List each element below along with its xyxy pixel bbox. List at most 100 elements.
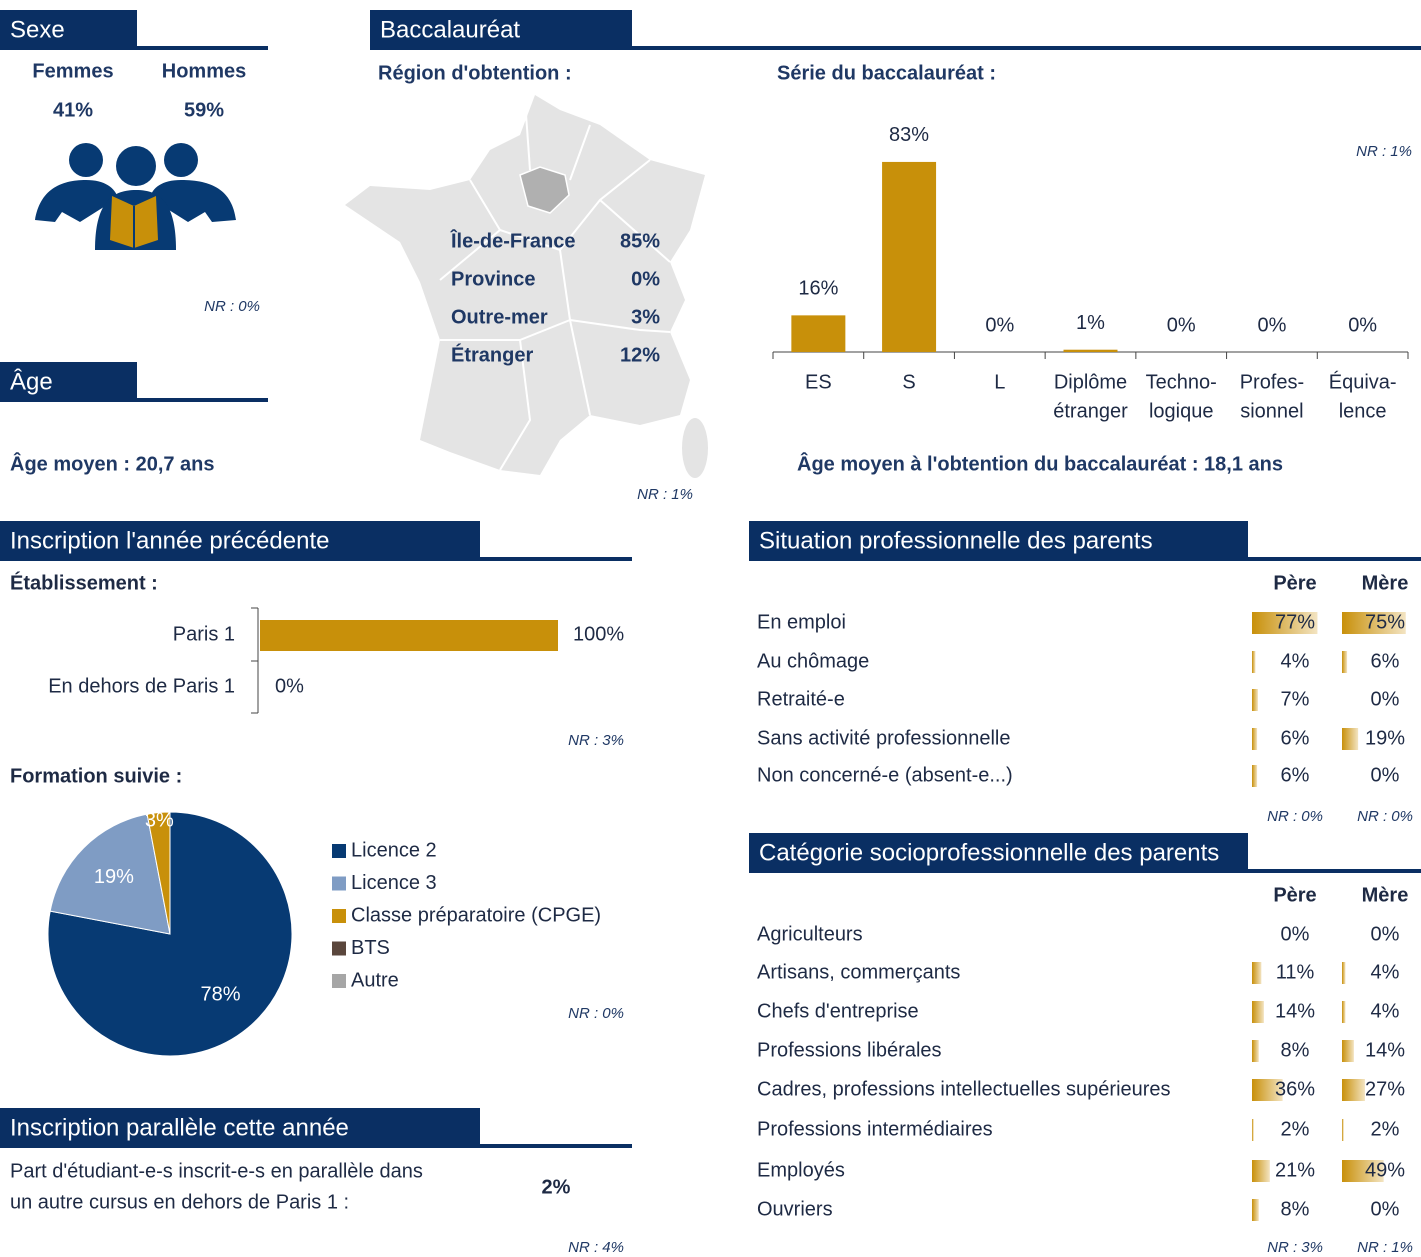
map-region-borders <box>439 99 671 471</box>
sexe-label: Femmes <box>32 60 113 82</box>
column-header: Mère <box>1362 884 1409 906</box>
row-label: Ouvriers <box>757 1198 833 1220</box>
bar <box>882 161 937 352</box>
legend-label: Autre <box>351 969 399 991</box>
row-label: Chefs d'entreprise <box>757 1000 919 1022</box>
sexe-label: Hommes <box>162 60 246 82</box>
person-body <box>35 180 118 222</box>
nr-note: NR : 1% <box>637 486 693 503</box>
x-tick-label: Profes- <box>1240 371 1304 393</box>
section-header-box <box>749 521 1248 561</box>
bar <box>260 620 558 651</box>
legend-swatch <box>332 941 346 956</box>
cell-value: 27% <box>1365 1078 1405 1100</box>
x-tick-label: ES <box>805 371 832 393</box>
cell-value: 75% <box>1365 611 1405 633</box>
x-tick-label: L <box>994 371 1005 393</box>
age-text: Âge moyen : 20,7 ans <box>10 451 215 475</box>
formation-label: Formation suivie : <box>10 765 182 787</box>
cell-value: 7% <box>1281 688 1310 710</box>
nr-note: NR : 0% <box>204 298 260 315</box>
section-header-box <box>0 521 480 561</box>
row-label: Au chômage <box>757 650 869 672</box>
value-label: 16% <box>798 278 838 300</box>
y-tick-label: Paris 1 <box>173 623 235 645</box>
section-header-box <box>0 1108 480 1148</box>
sexe-value: 41% <box>53 99 93 121</box>
sexe-icon <box>35 143 236 250</box>
map-of-france <box>345 95 708 478</box>
x-tick-label: S <box>902 371 915 393</box>
region-value: 85% <box>620 230 660 252</box>
nr-note: NR : 0% <box>1357 808 1413 825</box>
legend-label: BTS <box>351 937 390 959</box>
sexe-value: 59% <box>184 99 224 121</box>
person-head <box>69 143 103 177</box>
cell-value: 0% <box>1281 923 1310 945</box>
bac-age-text: Âge moyen à l'obtention du baccalauréat … <box>797 451 1283 475</box>
section-header-title: Âge <box>10 368 53 395</box>
cell-value: 0% <box>1371 1198 1400 1220</box>
data-bar <box>1342 1119 1344 1141</box>
column-header: Mère <box>1362 572 1409 594</box>
x-tick-label: logique <box>1149 400 1214 422</box>
row-label: Employés <box>757 1159 845 1181</box>
cell-value: 77% <box>1275 611 1315 633</box>
row-label: Non concerné-e (absent-e...) <box>757 764 1013 786</box>
data-bar <box>1252 689 1258 711</box>
pie-slice <box>49 813 171 935</box>
region-label: Région d'obtention : <box>378 62 572 84</box>
cell-value: 6% <box>1371 650 1400 672</box>
data-bar <box>1252 1001 1264 1023</box>
bar <box>1063 349 1118 352</box>
value-label: 83% <box>889 124 929 146</box>
region-name: Province <box>451 268 535 290</box>
row-label: Professions libérales <box>757 1039 942 1061</box>
nr-note: NR : 3% <box>568 732 624 749</box>
region-name: Île-de-France <box>450 228 575 252</box>
section-header-box <box>749 833 1248 873</box>
cell-value: 2% <box>1281 1118 1310 1140</box>
region-value: 0% <box>631 268 660 290</box>
x-tick-label: étranger <box>1053 400 1128 422</box>
cell-value: 0% <box>1371 688 1400 710</box>
row-label: Artisans, commerçants <box>757 961 960 983</box>
value-label: 0% <box>1257 314 1286 336</box>
row-label: En emploi <box>757 611 846 633</box>
map-corsica <box>682 418 708 478</box>
y-tick-label: En dehors de Paris 1 <box>48 675 235 697</box>
data-bar <box>1252 1079 1283 1101</box>
data-bar <box>1252 1119 1254 1141</box>
section-header-title: Baccalauréat <box>380 16 520 43</box>
data-bar <box>1252 765 1258 787</box>
value-label: 100% <box>573 623 624 645</box>
section-header-box <box>0 10 137 50</box>
person-head <box>164 143 198 177</box>
region-value: 3% <box>631 306 660 328</box>
cell-value: 11% <box>1276 961 1315 983</box>
region-name: Outre-mer <box>451 306 548 328</box>
nr-note: NR : 0% <box>1267 808 1323 825</box>
cell-value: 2% <box>1371 1118 1400 1140</box>
cell-value: 6% <box>1281 764 1310 786</box>
nr-note: NR : 3% <box>1267 1239 1323 1256</box>
data-bar <box>1252 1040 1259 1062</box>
section-header-title: Sexe <box>10 16 65 43</box>
cell-value: 8% <box>1281 1198 1310 1220</box>
value-label: 1% <box>1076 312 1105 334</box>
legend-swatch <box>332 909 346 923</box>
nr-note: NR : 1% <box>1357 1239 1413 1256</box>
data-bar <box>1252 1160 1270 1182</box>
pie-label: 78% <box>201 983 241 1005</box>
nr-note: NR : 0% <box>568 1005 624 1022</box>
legend-label: Licence 3 <box>351 872 437 894</box>
person-head <box>116 146 156 186</box>
legend-swatch <box>332 844 346 858</box>
parallele-text: Part d'étudiant-e-s inscrit-e-s en paral… <box>10 1160 423 1182</box>
map-ile-de-france <box>519 166 570 214</box>
data-bar <box>1252 962 1262 984</box>
cell-value: 49% <box>1365 1159 1405 1181</box>
pie-label: 19% <box>94 866 134 888</box>
legend-label: Licence 2 <box>351 839 437 861</box>
